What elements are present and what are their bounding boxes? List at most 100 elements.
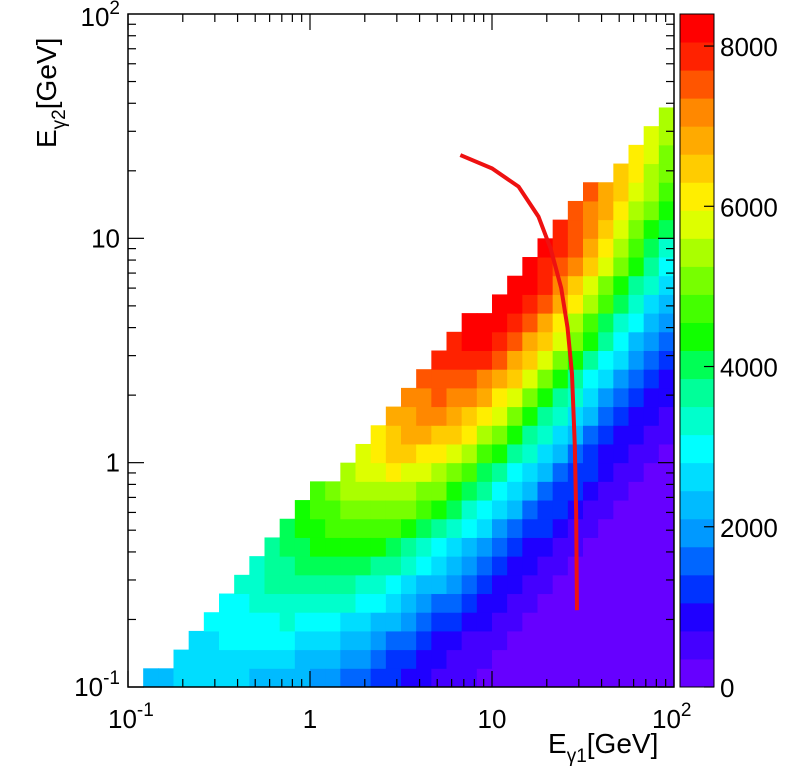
- heatmap-cell: [431, 518, 447, 538]
- heatmap-cell: [446, 425, 463, 445]
- heatmap-cell: [401, 481, 417, 501]
- heatmap-cell: [658, 331, 675, 351]
- heatmap-cell: [507, 425, 523, 445]
- heatmap-cell: [537, 369, 554, 389]
- heatmap-cell: [249, 612, 265, 632]
- heatmap-cell: [492, 612, 508, 632]
- heatmap-cell: [522, 331, 538, 351]
- heatmap-cell: [340, 537, 356, 557]
- heatmap-cell: [461, 331, 478, 351]
- heatmap-cell: [522, 649, 538, 669]
- heatmap-cell: [249, 556, 265, 576]
- heatmap-cell: [476, 387, 493, 408]
- colorbar-bin: [680, 154, 714, 183]
- colorbar-bin: [680, 518, 714, 548]
- heatmap-cell: [598, 443, 614, 464]
- heatmap-cell: [643, 574, 660, 595]
- heatmap-cell: [492, 518, 508, 538]
- heatmap-cell: [658, 481, 675, 501]
- heatmap-cell: [355, 574, 372, 595]
- heatmap-cell: [476, 593, 493, 613]
- heatmap-cell: [492, 313, 508, 333]
- heatmap-cell: [598, 574, 614, 595]
- heatmap-cell: [643, 612, 660, 632]
- heatmap-cell: [583, 462, 599, 482]
- heatmap-cell: [476, 369, 493, 389]
- heatmap-cell: [325, 612, 341, 632]
- heatmap-cell: [461, 630, 478, 651]
- heatmap-cell: [628, 443, 645, 464]
- heatmap-cell: [522, 462, 538, 482]
- colorbar-bin: [680, 462, 714, 492]
- heatmap-cell: [598, 556, 614, 576]
- heatmap-cell: [598, 649, 614, 669]
- y-tick-label: 1: [106, 448, 120, 478]
- heatmap-cell: [583, 612, 599, 632]
- heatmap-cell: [643, 668, 660, 688]
- heatmap-cell: [401, 649, 417, 669]
- heatmap-cell: [249, 630, 265, 651]
- heatmap-cell: [355, 649, 372, 669]
- heatmap-cell: [234, 630, 250, 651]
- heatmap-cell: [476, 350, 493, 370]
- heatmap-cell: [583, 257, 599, 277]
- heatmap-cell: [446, 556, 463, 576]
- heatmap-cell: [385, 668, 402, 688]
- heatmap-cell: [598, 313, 614, 333]
- heatmap-cell: [234, 593, 250, 613]
- colorbar-bin: [680, 658, 714, 688]
- heatmap-cell: [492, 369, 508, 389]
- heatmap-cell: [355, 518, 372, 538]
- heatmap-cell: [567, 257, 584, 277]
- heatmap-cell: [628, 481, 645, 501]
- heatmap-cell: [264, 668, 281, 688]
- heatmap-cell: [446, 331, 463, 351]
- heatmap-cell: [219, 649, 235, 669]
- heatmap-cell: [628, 331, 645, 351]
- heatmap-cell: [492, 649, 508, 669]
- heatmap-cell: [416, 612, 432, 632]
- heatmap-cell: [476, 649, 493, 669]
- heatmap-cell: [249, 649, 265, 669]
- heatmap-cell: [461, 593, 478, 613]
- heatmap-cell: [567, 331, 584, 351]
- heatmap-cell: [340, 649, 356, 669]
- heatmap-cell: [431, 369, 447, 389]
- heatmap-cell: [552, 518, 569, 538]
- heatmap-cell: [461, 443, 478, 464]
- heatmap-cell: [476, 331, 493, 351]
- heatmap-cell: [658, 500, 675, 520]
- heatmap-cell: [552, 593, 569, 613]
- heatmap-cell: [219, 612, 235, 632]
- heatmap-cell: [507, 574, 523, 595]
- heatmap-cell: [431, 574, 447, 595]
- heatmap-cell: [310, 537, 326, 557]
- heatmap-cell: [522, 668, 538, 688]
- axis-ticks: [127, 14, 674, 688]
- heatmap-cell: [598, 612, 614, 632]
- y-tick-labels: 10-1 1 10 102: [74, 0, 120, 702]
- heatmap-cell: [522, 350, 538, 370]
- colorbar-tick-label: 8000: [720, 32, 778, 62]
- heatmap-cell: [476, 462, 493, 482]
- heatmap-cell: [643, 275, 660, 295]
- heatmap-cell: [355, 593, 372, 613]
- heatmap-cell: [355, 612, 372, 632]
- heatmap-cell: [643, 369, 660, 389]
- x-tick-label: 102: [652, 700, 692, 734]
- heatmap-cell: [340, 462, 356, 482]
- heatmap-cell: [355, 668, 372, 688]
- heatmap-cell: [431, 500, 447, 520]
- heatmap-cell: [613, 200, 629, 221]
- heatmap-cell: [310, 500, 326, 520]
- heatmap-cell: [431, 537, 447, 557]
- heatmap-cell: [431, 350, 447, 370]
- heatmap-cell: [507, 500, 523, 520]
- heatmap-cell: [431, 443, 447, 464]
- heatmap-cell: [628, 537, 645, 557]
- heatmap-cell: [507, 313, 523, 333]
- heatmap-cell: [552, 331, 569, 351]
- heatmap-cell: [552, 406, 569, 426]
- heatmap-cell: [643, 649, 660, 669]
- heatmap-cell: [522, 294, 538, 314]
